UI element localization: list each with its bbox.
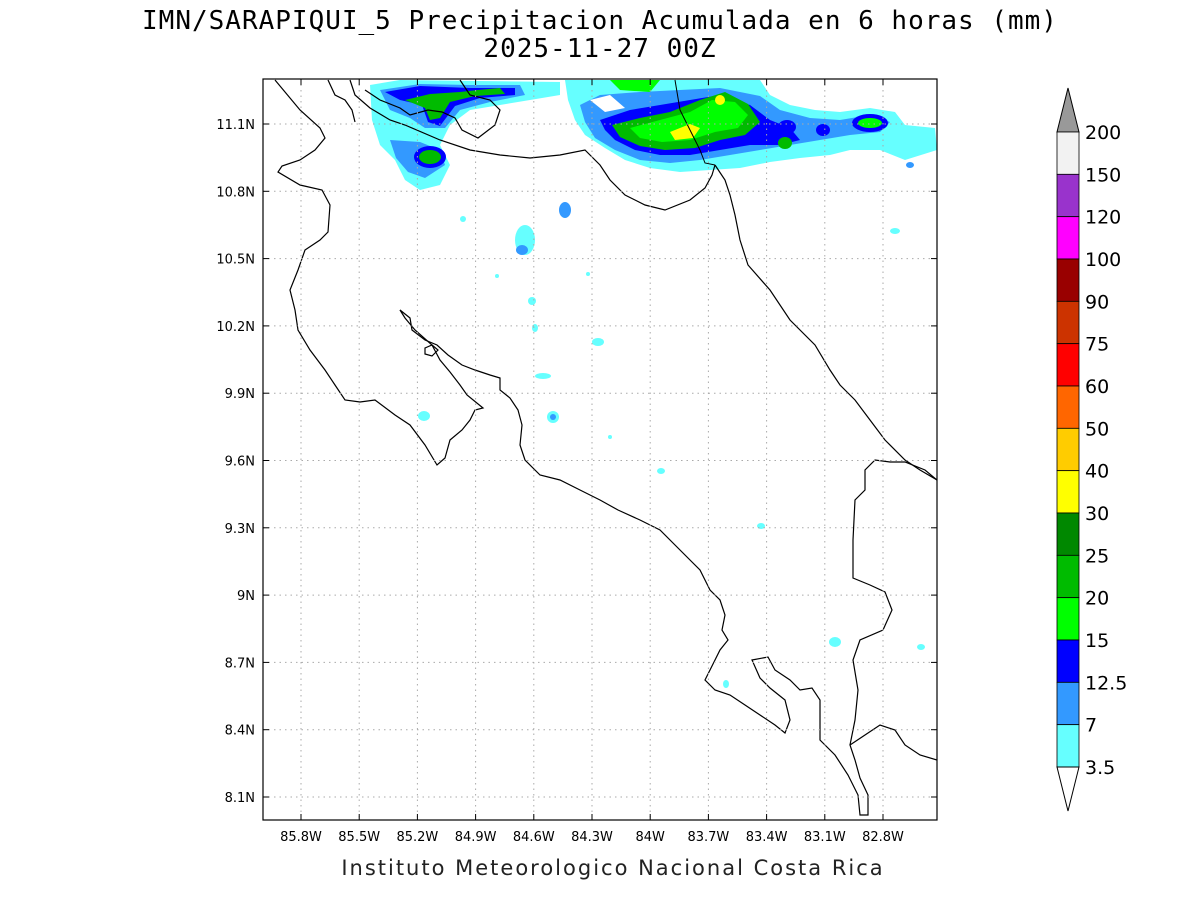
map-title: IMN/SARAPIQUI_5 Precipitacion Acumulada … bbox=[142, 6, 1058, 36]
rain-gap bbox=[590, 95, 625, 112]
legend-swatch bbox=[1056, 385, 1080, 429]
y-tick-label: 8.4N bbox=[225, 724, 255, 739]
legend-level-label: 3.5 bbox=[1085, 757, 1115, 779]
legend-swatch bbox=[1056, 258, 1080, 302]
x-tick-label: 85.5W bbox=[338, 830, 380, 845]
legend-level-label: 50 bbox=[1085, 418, 1109, 440]
x-tick-label: 84.6W bbox=[513, 830, 555, 845]
legend-level-label: 120 bbox=[1085, 207, 1121, 229]
legend-level-label: 100 bbox=[1085, 249, 1121, 271]
rain-cell-3-5mm bbox=[592, 338, 604, 346]
rain-cell-15mm bbox=[610, 80, 660, 92]
legend-level-label: 12.5 bbox=[1085, 672, 1127, 694]
latitude-axis: 11.1N 10.8N 10.5N 10.2N 9.9N 9.6N 9.3N 9N 8.7N 8.… bbox=[216, 118, 937, 806]
rain-cell-20mm bbox=[419, 150, 441, 164]
precipitation-field bbox=[370, 80, 937, 688]
legend-swatch bbox=[1056, 427, 1080, 472]
legend-swatch bbox=[1056, 597, 1080, 641]
x-tick-label: 84.9W bbox=[455, 830, 497, 845]
legend-swatch bbox=[1056, 131, 1080, 175]
legend-level-label: 60 bbox=[1085, 376, 1109, 398]
rain-cell-7mm bbox=[906, 162, 914, 168]
legend-level-label: 30 bbox=[1085, 503, 1109, 525]
legend-swatch bbox=[1056, 724, 1080, 768]
rain-cell-3-5mm bbox=[528, 297, 536, 305]
rain-cell-40mm bbox=[715, 95, 725, 105]
x-tick-label: 83.1W bbox=[804, 830, 846, 845]
rain-cell-3-5mm bbox=[723, 680, 729, 688]
rain-cell-3-5mm bbox=[495, 274, 499, 278]
rain-cell-7mm bbox=[516, 245, 528, 255]
y-tick-label: 9.3N bbox=[225, 522, 255, 537]
legend-swatch bbox=[1056, 470, 1080, 514]
legend-level-label: 15 bbox=[1085, 630, 1109, 652]
legend-level-label: 7 bbox=[1085, 715, 1097, 737]
rain-cell-3-5mm bbox=[657, 468, 665, 474]
legend-swatch bbox=[1056, 216, 1080, 260]
rain-cell-3-5mm bbox=[535, 373, 551, 379]
country-border bbox=[674, 79, 716, 166]
legend-over-arrow bbox=[1056, 87, 1080, 133]
y-tick-label: 9N bbox=[237, 589, 255, 604]
legend-level-label: 150 bbox=[1085, 164, 1121, 186]
rain-cell-3-5mm bbox=[418, 411, 430, 421]
rain-cell-20mm bbox=[778, 137, 792, 149]
rain-cell-3-5mm bbox=[532, 324, 538, 332]
y-tick-label: 10.5N bbox=[216, 253, 255, 268]
rain-cell-3-5mm bbox=[460, 216, 466, 222]
legend-under-arrow bbox=[1056, 766, 1080, 812]
legend-level-label: 75 bbox=[1085, 334, 1109, 356]
legend-swatch bbox=[1056, 173, 1080, 218]
rain-cell-7mm bbox=[550, 414, 556, 420]
legend-level-label: 200 bbox=[1085, 122, 1121, 144]
legend-swatch bbox=[1056, 512, 1080, 556]
rain-cell-3-5mm bbox=[829, 637, 841, 647]
rain-cell-12-5mm bbox=[778, 120, 796, 134]
legend-swatch bbox=[1056, 343, 1080, 387]
rain-cell-7mm bbox=[559, 202, 571, 218]
map-datetime: 2025-11-27 00Z bbox=[483, 34, 717, 64]
rain-cell-3-5mm bbox=[608, 435, 612, 439]
y-tick-label: 10.8N bbox=[216, 185, 255, 200]
colorbar-legend: 200 150 120 100 90 75 60 50 40 30 25 20 15 12.5 7 3.5 bbox=[1056, 87, 1127, 812]
y-tick-label: 8.7N bbox=[225, 656, 255, 671]
y-tick-label: 9.6N bbox=[225, 455, 255, 470]
legend-level-label: 20 bbox=[1085, 588, 1109, 610]
y-tick-label: 8.1N bbox=[225, 791, 255, 806]
rain-cell-12-5mm bbox=[816, 124, 830, 136]
x-tick-label: 85.8W bbox=[280, 830, 322, 845]
y-tick-label: 10.2N bbox=[216, 320, 255, 335]
legend-swatch bbox=[1056, 639, 1080, 683]
legend-swatch bbox=[1056, 554, 1080, 599]
rain-cell-3-5mm bbox=[586, 272, 590, 276]
footer-credit: Instituto Meteorologico Nacional Costa R… bbox=[341, 856, 885, 880]
y-tick-label: 11.1N bbox=[216, 118, 255, 133]
rain-area-15mm bbox=[630, 100, 748, 142]
x-tick-label: 84W bbox=[635, 830, 665, 845]
rain-cell-3-5mm bbox=[917, 644, 925, 650]
x-tick-label: 85.2W bbox=[396, 830, 438, 845]
x-tick-label: 83.4W bbox=[746, 830, 788, 845]
legend-swatch bbox=[1056, 300, 1080, 345]
rain-cell-3-5mm bbox=[890, 228, 900, 234]
rain-cell-15mm bbox=[858, 118, 882, 128]
legend-level-label: 40 bbox=[1085, 461, 1109, 483]
x-tick-label: 84.3W bbox=[571, 830, 613, 845]
x-tick-label: 83.7W bbox=[687, 830, 729, 845]
legend-swatch bbox=[1056, 681, 1080, 726]
rain-area-20mm bbox=[405, 88, 505, 120]
coastline bbox=[274, 79, 937, 816]
legend-level-label: 25 bbox=[1085, 545, 1109, 567]
legend-level-label: 90 bbox=[1085, 291, 1109, 313]
y-tick-label: 9.9N bbox=[225, 387, 255, 402]
longitude-axis: 85.8W 85.5W 85.2W 84.9W 84.6W 84.3W 84W 83.7W 83… bbox=[280, 79, 904, 845]
map-frame bbox=[262, 78, 938, 821]
graticule bbox=[263, 79, 937, 820]
x-tick-label: 82.8W bbox=[862, 830, 904, 845]
